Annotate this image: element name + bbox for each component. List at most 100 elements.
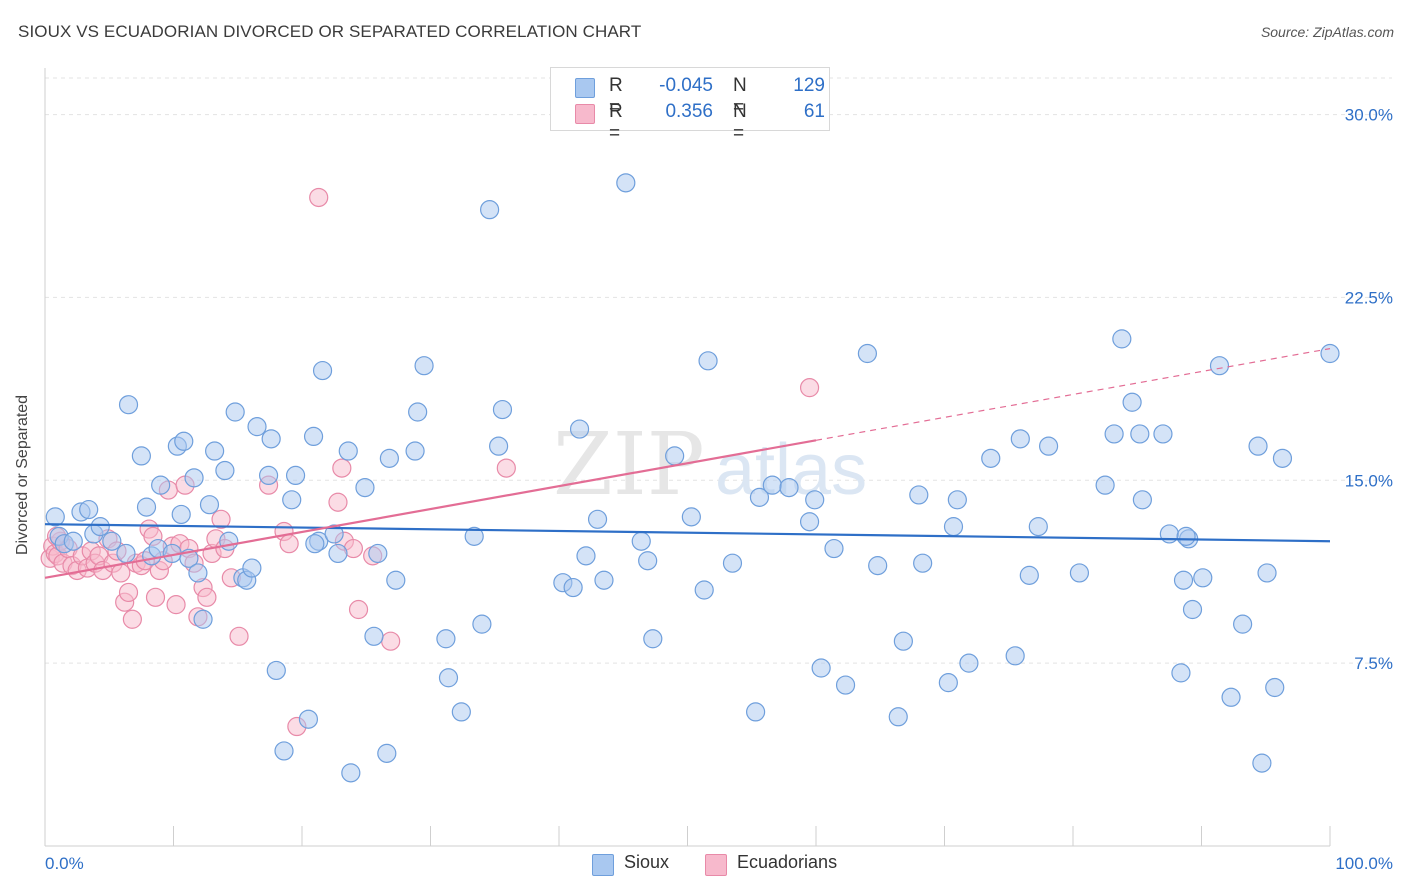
sioux-point (1010, 429, 1030, 449)
sioux-point (341, 763, 361, 783)
legend-n-label: N = (733, 101, 747, 144)
ecuadorian-point (279, 534, 299, 554)
sioux-point (472, 614, 492, 634)
sioux-point (131, 446, 151, 466)
sioux-point (136, 497, 157, 517)
watermark-atlas: atlas (715, 430, 867, 510)
y-tick-label: 30.0% (1345, 106, 1393, 125)
legend-r-label: R = (609, 75, 623, 118)
sioux-point (1122, 392, 1142, 412)
ecuadorian-point (309, 187, 329, 208)
sioux-point (492, 399, 513, 420)
sioux-point (805, 490, 825, 510)
ecuadorian-point (118, 582, 139, 603)
sioux-point (266, 660, 286, 681)
ecuadorian-point (166, 595, 186, 615)
sioux-point (274, 741, 294, 761)
sioux-point (1272, 448, 1293, 468)
sioux-point (118, 395, 139, 415)
sioux-point (943, 517, 964, 537)
sioux-point (193, 609, 213, 629)
sioux-point (563, 577, 583, 598)
sioux-point (174, 431, 194, 451)
chart-title: SIOUX VS ECUADORIAN DIVORCED OR SEPARATE… (18, 22, 642, 41)
ecuadorians-swatch (575, 104, 595, 124)
sioux-point (824, 538, 844, 559)
sioux-point (947, 490, 967, 510)
sioux-point (665, 446, 685, 466)
sioux-point (857, 343, 878, 364)
sioux-point (436, 629, 456, 649)
y-axis-label: Divorced or Separated (14, 394, 31, 555)
sioux-point (1153, 424, 1173, 444)
sioux-point (746, 702, 766, 722)
y-tick-label: 22.5% (1345, 288, 1393, 307)
ecuadorian-trend-line-projection (815, 348, 1331, 441)
sioux-point (698, 351, 718, 371)
sioux-point (868, 556, 888, 576)
sioux-point (225, 402, 245, 422)
sioux-point (681, 507, 701, 527)
sioux-point (480, 200, 500, 220)
sioux-point (451, 702, 471, 722)
sioux-swatch (575, 78, 595, 98)
sioux-point (328, 543, 348, 564)
sioux-point (1095, 475, 1115, 495)
sioux-point (1005, 646, 1025, 666)
sioux-point (405, 441, 425, 461)
sioux-point (835, 675, 856, 695)
legend-r-value: -0.045 (659, 75, 713, 96)
ecuadorian-point (111, 563, 131, 583)
sioux-point (913, 553, 933, 573)
sioux-point (1257, 563, 1277, 583)
ecuadorian-point (348, 599, 369, 620)
sioux-point (631, 531, 651, 551)
legend: R = -0.045 N = 129 R = 0.356 N = 61 (550, 67, 830, 144)
sioux-point (981, 448, 1001, 468)
legend-n-value: 61 (803, 101, 825, 122)
sioux-point (888, 707, 908, 727)
sioux-point (811, 658, 831, 678)
sioux-point (799, 512, 820, 532)
sioux-point (63, 531, 83, 551)
sioux-point (298, 709, 319, 729)
sioux-point (464, 526, 484, 546)
sioux-point (379, 448, 399, 468)
ecuadorian-point (332, 458, 352, 478)
y-tick-label: 7.5% (1354, 654, 1393, 673)
sioux-point (219, 531, 239, 551)
sioux-point (242, 558, 262, 578)
sioux-point (102, 531, 122, 551)
sioux-point (258, 465, 279, 486)
sioux-point (151, 475, 171, 495)
sioux-point (1209, 356, 1230, 376)
sioux-swatch (592, 854, 614, 876)
sioux-point (959, 653, 979, 673)
ecuadorian-point (211, 509, 231, 529)
sioux-point (489, 436, 509, 456)
sioux-point (1104, 424, 1124, 444)
sioux-trend-line (44, 523, 1331, 543)
legend-n-label: N = (733, 75, 747, 118)
sioux-point (749, 487, 770, 507)
sioux-point (587, 509, 608, 529)
sioux-point (1038, 436, 1059, 456)
sioux-point (1221, 687, 1241, 707)
sioux-point (438, 668, 459, 688)
sioux-point (303, 426, 324, 446)
ecuadorians-swatch (705, 854, 727, 876)
sioux-point (1132, 490, 1152, 510)
ecuadorian-point (145, 587, 166, 607)
sioux-point (324, 524, 344, 544)
sioux-point (1171, 663, 1191, 683)
sioux-point (377, 743, 397, 763)
ecuadorian-point (122, 609, 142, 629)
sioux-point (199, 495, 220, 515)
sioux-point (184, 468, 204, 488)
sioux-point (247, 417, 267, 437)
sioux-point (762, 475, 782, 495)
sioux-point (116, 543, 136, 564)
sioux-point (638, 551, 658, 571)
sioux-point (1176, 526, 1196, 546)
sioux-point (1112, 329, 1132, 349)
